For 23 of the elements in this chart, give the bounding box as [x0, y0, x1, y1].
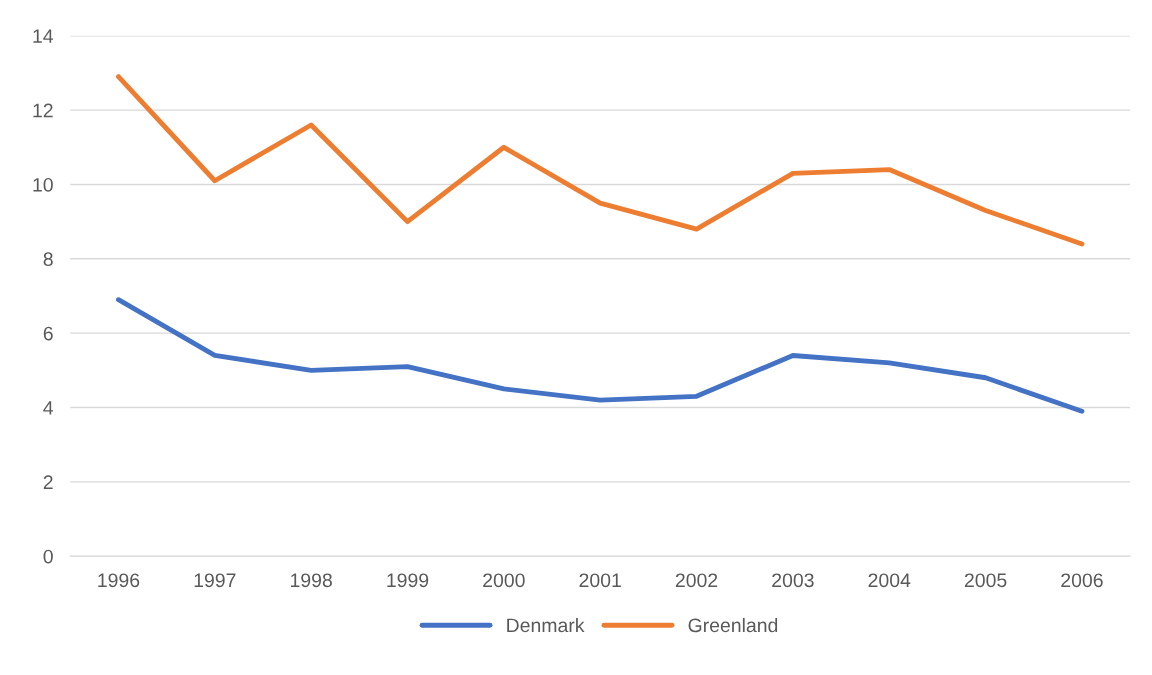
line-series — [116, 297, 1085, 414]
x-tick-label: 1996 — [98, 573, 140, 588]
x-tick-label: 2002 — [675, 573, 718, 588]
legend-label: Denmark — [507, 617, 585, 633]
y-tick-label: 4 — [43, 401, 54, 415]
y-tick-label: 0 — [43, 549, 53, 564]
line-series — [116, 74, 1085, 247]
y-tick-label: 8 — [43, 252, 53, 267]
y-tick-label: 2 — [43, 475, 53, 489]
x-tick-label: 1999 — [387, 573, 429, 588]
y-tick-label: 14 — [33, 29, 54, 43]
y-tick-label: 12 — [33, 103, 53, 118]
x-tick-label: 2006 — [1061, 573, 1103, 588]
x-tick-label: 2004 — [868, 573, 911, 588]
y-tick-label: 6 — [43, 326, 53, 341]
y-tick-label: 10 — [33, 177, 53, 192]
x-tick-label: 2001 — [579, 573, 621, 588]
legend-label: Greenland — [688, 617, 778, 633]
x-tick-label: 1997 — [194, 573, 236, 588]
x-tick-label: 2000 — [483, 573, 525, 588]
x-tick-label: 2005 — [964, 573, 1007, 588]
x-tick-label: 1998 — [291, 573, 332, 588]
x-tick-label: 2003 — [772, 573, 814, 588]
